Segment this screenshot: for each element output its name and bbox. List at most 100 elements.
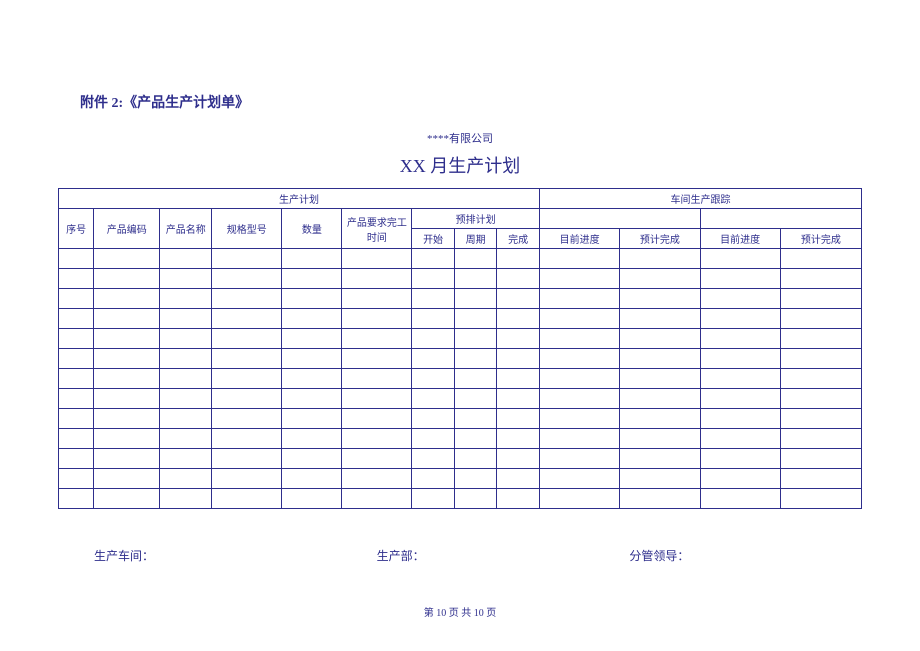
table-cell (94, 389, 160, 409)
table-cell (212, 389, 282, 409)
table-cell (342, 309, 412, 329)
table-cell (342, 269, 412, 289)
table-cell (342, 289, 412, 309)
sig-dept: 生产部： (327, 547, 610, 564)
table-cell (59, 289, 94, 309)
table-cell (700, 469, 780, 489)
table-cell (454, 369, 497, 389)
header-cycle: 周期 (454, 229, 497, 249)
table-cell (780, 409, 861, 429)
table-cell (497, 449, 540, 469)
table-cell (454, 469, 497, 489)
table-cell (700, 309, 780, 329)
table-cell (412, 249, 455, 269)
table-cell (620, 329, 700, 349)
header-track-blank-1 (539, 209, 700, 229)
table-cell (342, 329, 412, 349)
table-cell (454, 389, 497, 409)
table-cell (700, 409, 780, 429)
table-cell (94, 369, 160, 389)
table-cell (412, 389, 455, 409)
table-cell (497, 389, 540, 409)
table-cell (539, 249, 619, 269)
table-cell (454, 289, 497, 309)
table-cell (454, 489, 497, 509)
table-cell (94, 469, 160, 489)
table-cell (212, 349, 282, 369)
table-cell (454, 329, 497, 349)
table-cell (780, 329, 861, 349)
table-cell (700, 369, 780, 389)
table-body (59, 249, 862, 509)
table-cell (780, 449, 861, 469)
table-cell (282, 269, 342, 289)
table-cell (160, 269, 212, 289)
table-cell (497, 469, 540, 489)
table-cell (700, 269, 780, 289)
table-cell (700, 389, 780, 409)
table-cell (212, 249, 282, 269)
table-cell (282, 389, 342, 409)
table-cell (780, 489, 861, 509)
table-cell (539, 469, 619, 489)
table-row (59, 469, 862, 489)
attachment-title: 附件 2:《产品生产计划单》 (58, 92, 862, 112)
table-cell (59, 329, 94, 349)
table-cell (539, 309, 619, 329)
table-row (59, 429, 862, 449)
table-cell (620, 249, 700, 269)
table-cell (620, 429, 700, 449)
company-name: ****有限公司 (58, 130, 862, 146)
table-cell (59, 429, 94, 449)
table-cell (620, 309, 700, 329)
signature-row: 生产车间： 生产部： 分管领导： (58, 547, 862, 564)
table-cell (454, 429, 497, 449)
table-cell (539, 329, 619, 349)
table-cell (94, 329, 160, 349)
table-cell (539, 489, 619, 509)
header-group-track: 车间生产跟踪 (539, 189, 861, 209)
header-start: 开始 (412, 229, 455, 249)
table-cell (412, 329, 455, 349)
table-row (59, 369, 862, 389)
table-cell (780, 429, 861, 449)
header-spec: 规格型号 (212, 209, 282, 249)
table-cell (59, 249, 94, 269)
table-cell (94, 409, 160, 429)
table-cell (539, 409, 619, 429)
table-cell (342, 349, 412, 369)
header-group-plan: 生产计划 (59, 189, 540, 209)
table-cell (700, 329, 780, 349)
table-cell (412, 289, 455, 309)
table-cell (282, 429, 342, 449)
table-cell (780, 369, 861, 389)
table-cell (412, 349, 455, 369)
table-cell (539, 369, 619, 389)
table-cell (454, 409, 497, 429)
table-cell (700, 429, 780, 449)
table-cell (59, 389, 94, 409)
table-cell (342, 409, 412, 429)
table-cell (454, 269, 497, 289)
table-row (59, 409, 862, 429)
table-cell (497, 349, 540, 369)
table-cell (212, 269, 282, 289)
table-cell (620, 409, 700, 429)
table-cell (497, 289, 540, 309)
table-cell (94, 489, 160, 509)
table-cell (94, 449, 160, 469)
table-cell (454, 309, 497, 329)
header-progress-2: 目前进度 (700, 229, 780, 249)
table-cell (212, 409, 282, 429)
table-cell (212, 469, 282, 489)
table-cell (282, 469, 342, 489)
sig-leader: 分管领导： (609, 547, 862, 564)
table-cell (160, 489, 212, 509)
table-cell (497, 429, 540, 449)
table-cell (620, 269, 700, 289)
table-cell (539, 289, 619, 309)
table-cell (59, 309, 94, 329)
table-cell (160, 289, 212, 309)
table-cell (497, 269, 540, 289)
table-cell (160, 429, 212, 449)
